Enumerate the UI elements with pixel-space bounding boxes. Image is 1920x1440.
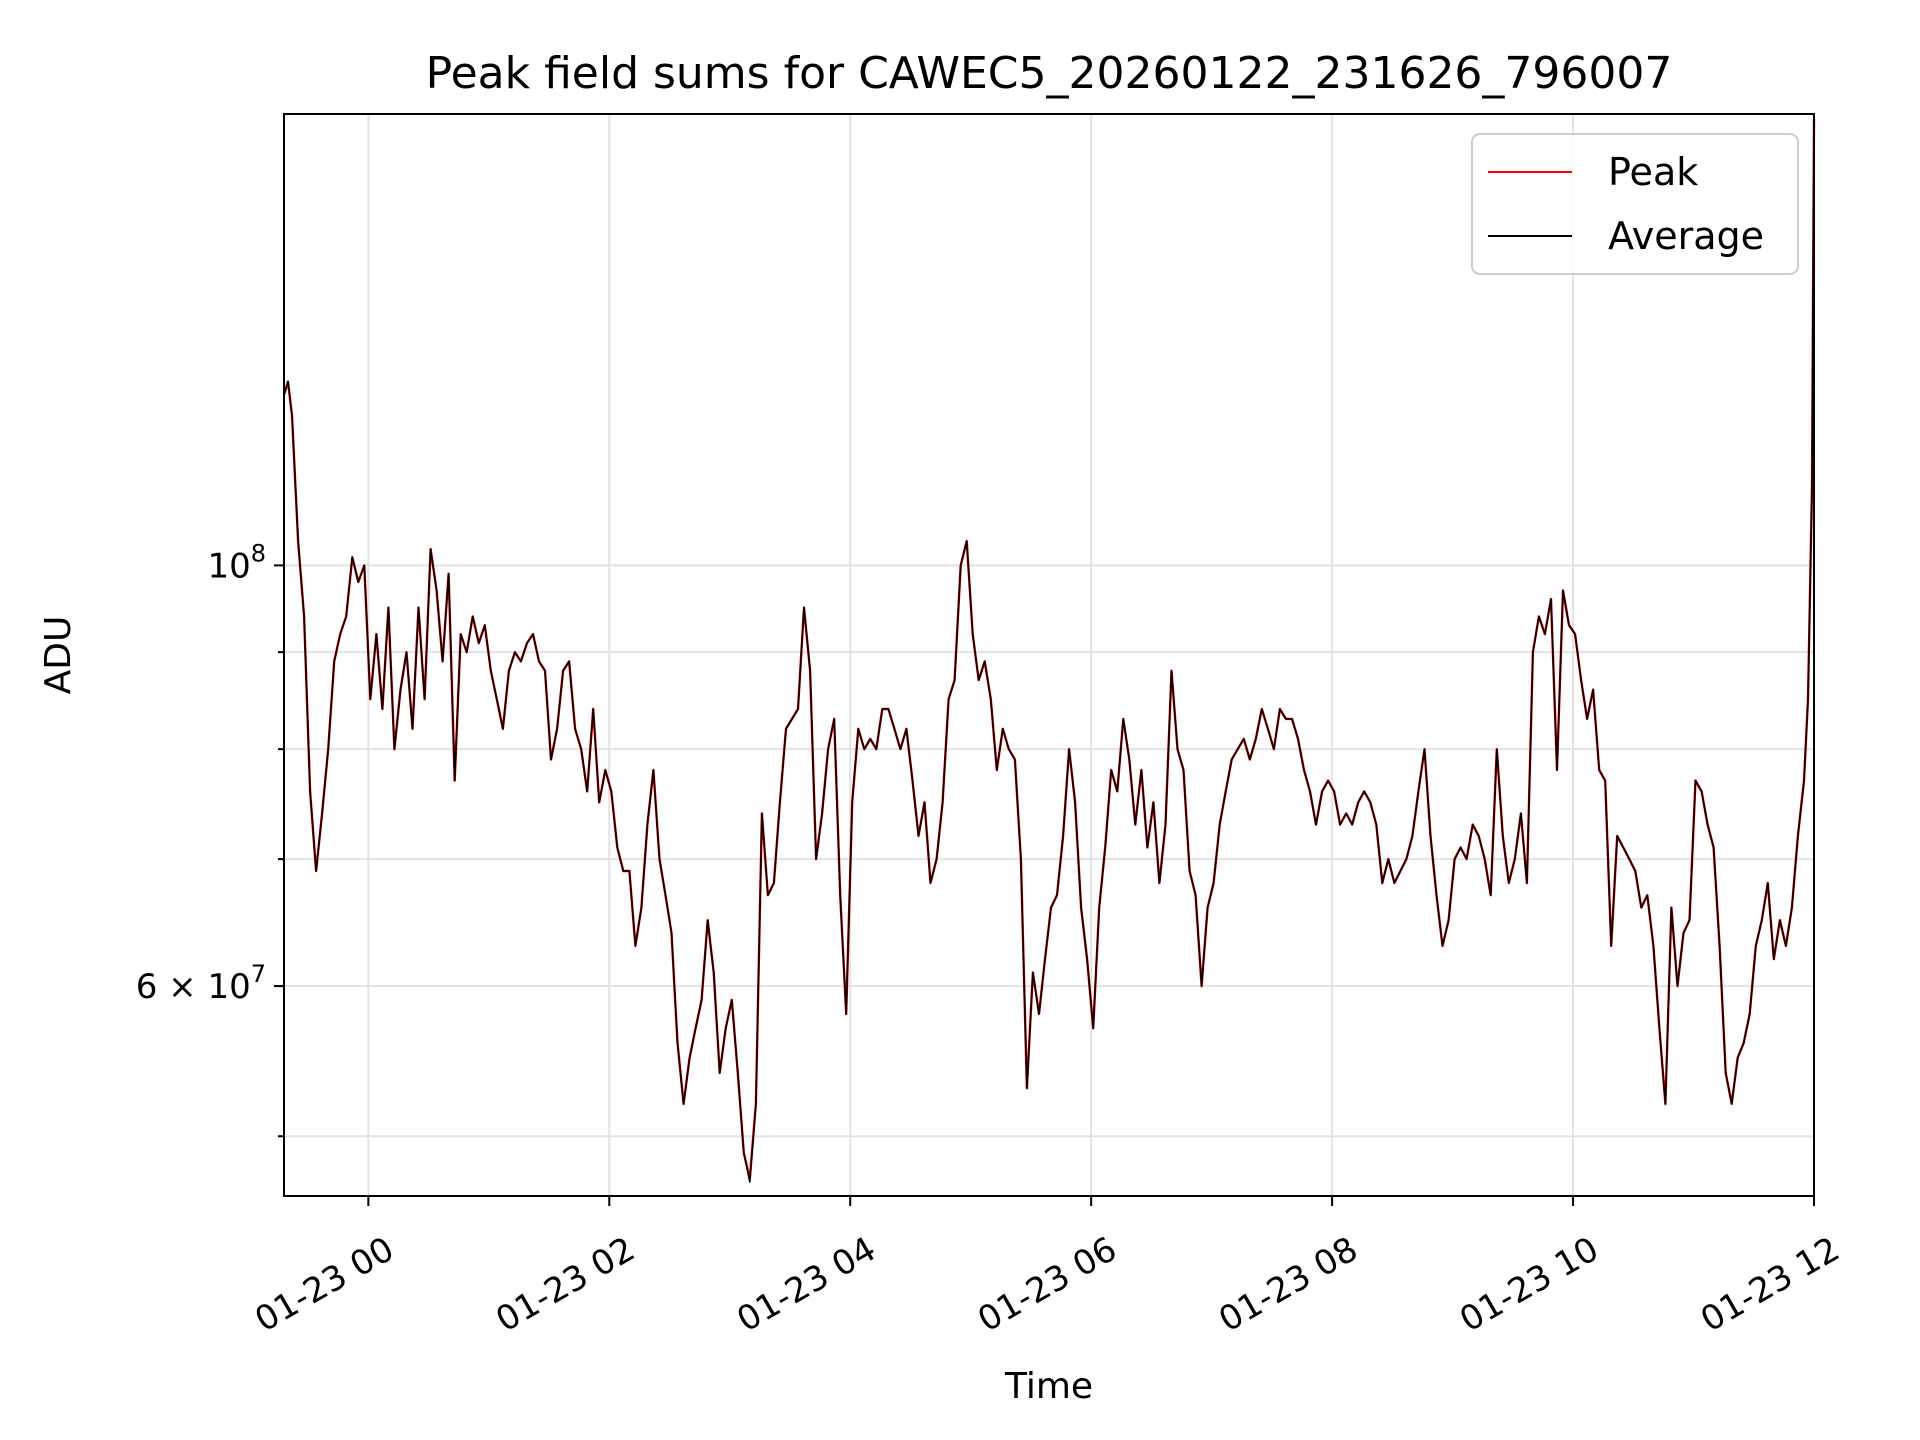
legend: Peak Average (1471, 133, 1799, 275)
series-layer (282, 118, 1816, 1183)
y-axis-label: ADU (38, 616, 79, 695)
y-tick-label-base: 6 × 10 (136, 967, 251, 1007)
legend-label: Average (1608, 214, 1764, 258)
x-axis-label: Time (1004, 1366, 1093, 1407)
grid (284, 114, 1815, 1196)
y-tick-label-exponent: 8 (251, 539, 266, 567)
y-tick-label-exponent: 7 (251, 960, 266, 988)
y-tick-label: 108 (207, 539, 266, 586)
legend-label: Peak (1608, 150, 1698, 194)
y-tick-label: 6 × 107 (136, 960, 266, 1007)
plot-frame (283, 113, 1815, 1197)
series-line-average (283, 118, 1815, 1183)
chart-title: Peak field sums for CAWEC5_20260122_2316… (426, 48, 1673, 99)
y-tick-label-base: 10 (207, 546, 250, 586)
legend-box (1471, 133, 1799, 275)
